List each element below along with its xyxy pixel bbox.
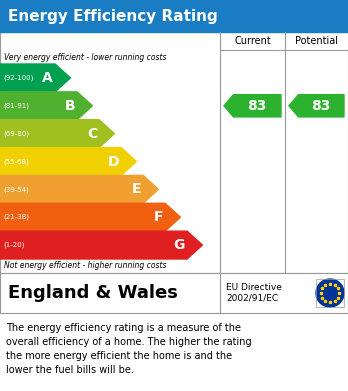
- Text: (21-38): (21-38): [3, 214, 29, 221]
- Bar: [0, 0, 348, 32]
- Polygon shape: [0, 147, 136, 176]
- Polygon shape: [0, 92, 93, 120]
- Text: overall efficiency of a home. The higher the rating: overall efficiency of a home. The higher…: [6, 337, 252, 347]
- Text: D: D: [108, 154, 119, 169]
- Text: lower the fuel bills will be.: lower the fuel bills will be.: [6, 365, 134, 375]
- Text: (39-54): (39-54): [3, 186, 29, 193]
- Polygon shape: [0, 231, 203, 259]
- Text: Energy Efficiency Rating: Energy Efficiency Rating: [8, 9, 218, 23]
- Text: G: G: [174, 238, 185, 252]
- Polygon shape: [0, 176, 158, 203]
- Polygon shape: [0, 203, 180, 231]
- Circle shape: [316, 279, 344, 307]
- Bar: [0, 273, 348, 313]
- Text: Not energy efficient - higher running costs: Not energy efficient - higher running co…: [4, 262, 166, 271]
- Text: 83: 83: [247, 99, 267, 113]
- Text: B: B: [64, 99, 75, 113]
- Polygon shape: [0, 64, 70, 92]
- Text: (55-68): (55-68): [3, 158, 29, 165]
- Text: 83: 83: [311, 99, 331, 113]
- Text: Potential: Potential: [295, 36, 338, 46]
- Text: E: E: [132, 182, 141, 196]
- Text: England & Wales: England & Wales: [8, 284, 178, 302]
- Text: 2002/91/EC: 2002/91/EC: [226, 294, 278, 303]
- Text: EU Directive: EU Directive: [226, 283, 282, 292]
- Text: (69-80): (69-80): [3, 130, 29, 137]
- Text: Very energy efficient - lower running costs: Very energy efficient - lower running co…: [4, 52, 166, 61]
- Text: (81-91): (81-91): [3, 102, 29, 109]
- Bar: [316, 279, 344, 307]
- Text: the more energy efficient the home is and the: the more energy efficient the home is an…: [6, 351, 232, 361]
- Text: Current: Current: [234, 36, 271, 46]
- Polygon shape: [289, 95, 344, 117]
- Text: (1-20): (1-20): [3, 242, 24, 248]
- Text: (92-100): (92-100): [3, 75, 33, 81]
- Text: A: A: [42, 71, 53, 85]
- Polygon shape: [0, 120, 114, 147]
- Text: C: C: [87, 127, 97, 141]
- Bar: [0, 32, 348, 273]
- Polygon shape: [224, 95, 281, 117]
- Text: F: F: [153, 210, 163, 224]
- Text: The energy efficiency rating is a measure of the: The energy efficiency rating is a measur…: [6, 323, 241, 333]
